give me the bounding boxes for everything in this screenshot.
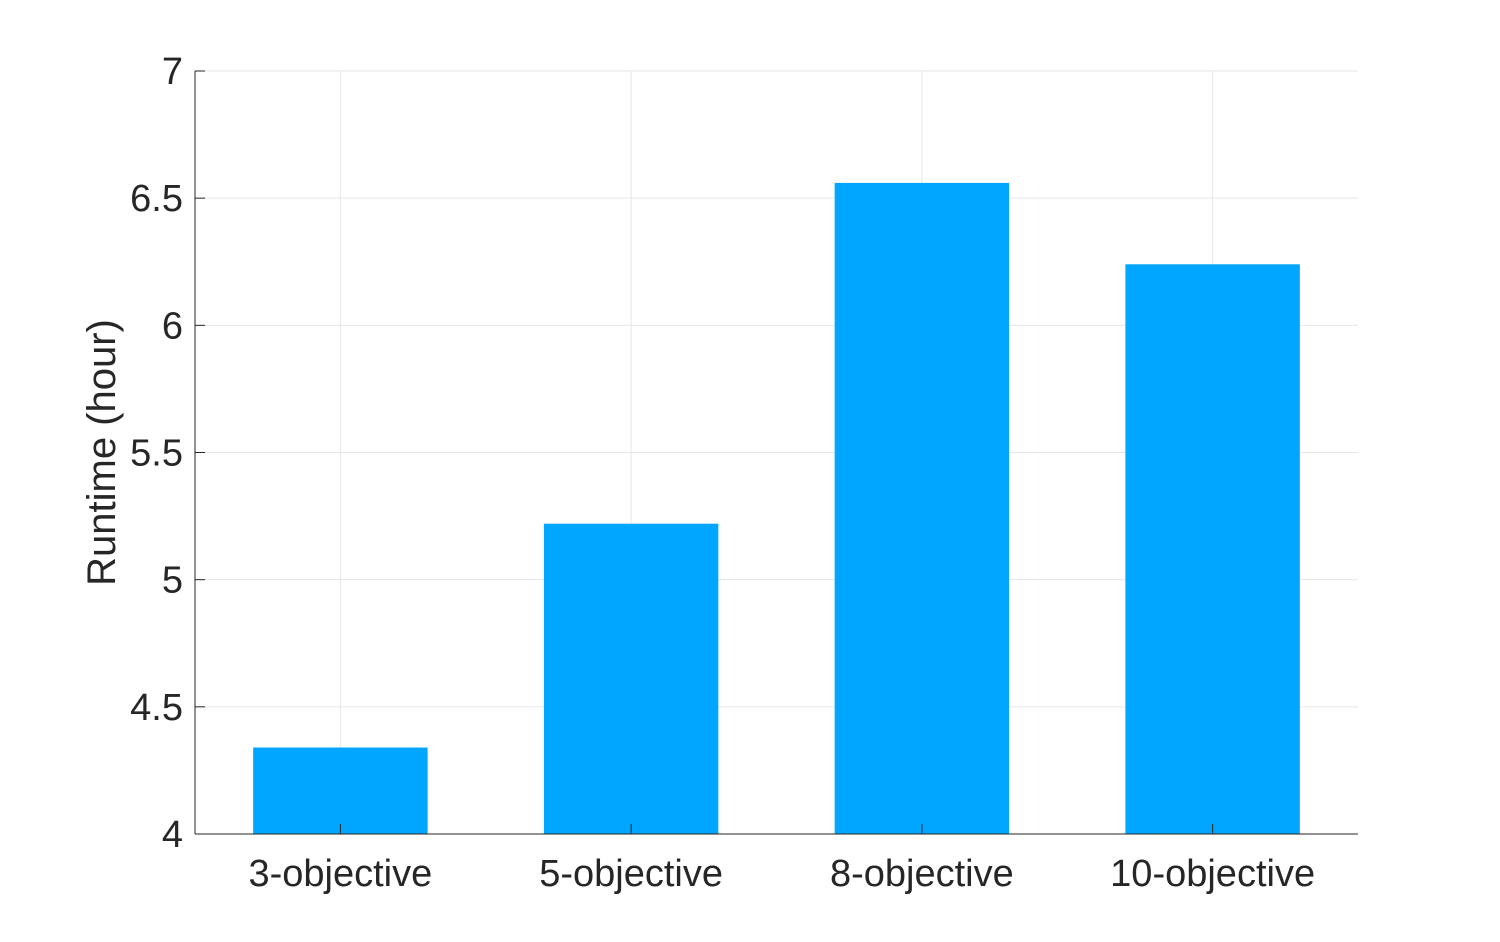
x-tick-label: 10-objective [1110,853,1315,895]
x-tick-label: 5-objective [539,853,723,895]
bars [253,182,1300,834]
y-axis-label: Runtime (hour) [80,319,124,586]
y-tick-label: 6 [162,305,183,347]
y-tick-label: 5 [162,560,183,602]
y-tick-label: 4 [162,814,183,856]
y-tick-labels: 4 4.5 5 5.5 6 6.5 7 [130,51,205,856]
bar-10-objective [1125,264,1300,834]
bar-3-objective [253,747,428,834]
y-tick-label: 5.5 [130,433,183,475]
x-tick-label: 3-objective [248,853,432,895]
y-tick-label: 7 [162,51,183,93]
bar-5-objective [543,523,719,834]
bar-8-objective [834,182,1010,834]
y-tick-label: 4.5 [130,687,183,729]
x-tick-labels: 3-objective 5-objective 8-objective 10-obje… [248,824,1315,895]
x-tick-label: 8-objective [830,853,1014,895]
y-tick-label: 6.5 [130,178,183,220]
